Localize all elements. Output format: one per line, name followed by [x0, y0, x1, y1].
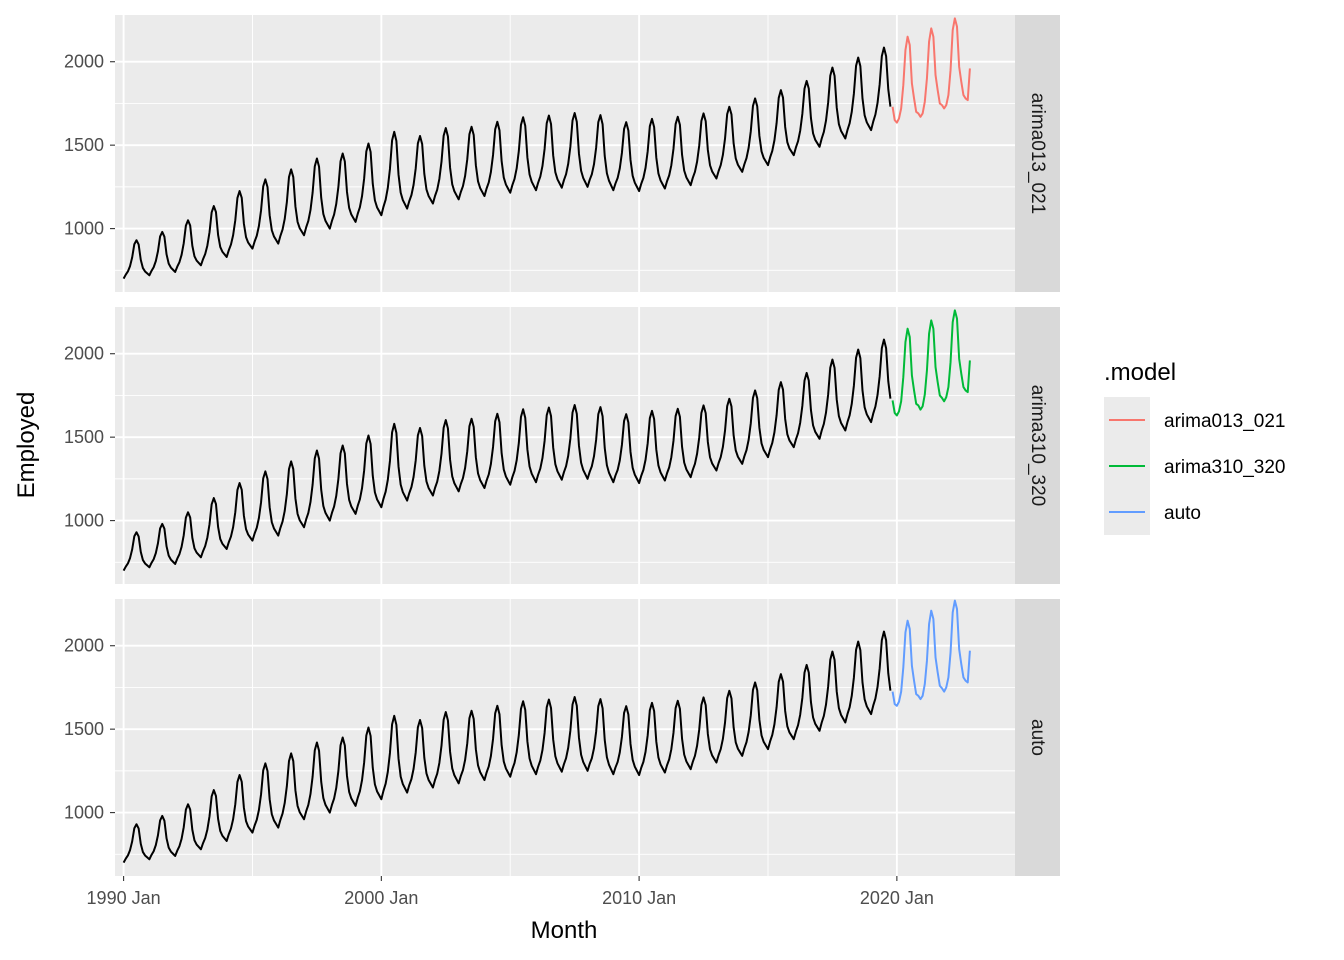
x-tick-label: 2020 Jan [860, 888, 934, 908]
y-tick-label: 1500 [64, 135, 104, 155]
forecast-series-line [891, 309, 971, 417]
facet-panel: 1000 1500 2000 arima013_021 [64, 15, 1060, 292]
y-tick-label: 2000 [64, 636, 104, 656]
x-tick-label: 2000 Jan [344, 888, 418, 908]
y-tick-label: 1500 [64, 427, 104, 447]
panel-background [115, 15, 1015, 292]
y-tick-label: 2000 [64, 52, 104, 72]
x-axis: 1990 Jan 2000 Jan 2010 Jan 2020 Jan [87, 876, 934, 908]
legend-entry-label: auto [1164, 503, 1201, 524]
x-tick-label: 1990 Jan [87, 888, 161, 908]
facet-strip-label: arima310_320 [1027, 385, 1048, 506]
facet-strip-label: arima013_021 [1027, 93, 1048, 214]
history-series-line [122, 46, 892, 280]
x-tick-label: 2010 Jan [602, 888, 676, 908]
facet-strip [1015, 307, 1060, 584]
facet-strip-label: auto [1027, 719, 1048, 756]
forecast-series-line [891, 17, 971, 124]
history-series-line [122, 630, 892, 864]
x-axis-title: Month [531, 917, 598, 944]
y-axis-title: Employed [13, 392, 40, 499]
y-tick-label: 1000 [64, 803, 104, 823]
panel-background [115, 599, 1015, 876]
facet-panel: 1000 1500 2000 arima310_320 [64, 307, 1060, 584]
y-tick-label: 2000 [64, 344, 104, 364]
facet-strip [1015, 599, 1060, 876]
facet-strip [1015, 15, 1060, 292]
y-tick-label: 1000 [64, 511, 104, 531]
panel-background [115, 307, 1015, 584]
legend-title: .model [1104, 359, 1176, 386]
forecast-series-line [891, 599, 971, 707]
y-tick-label: 1000 [64, 219, 104, 239]
y-tick-label: 1500 [64, 719, 104, 739]
legend-entry-label: arima310_320 [1164, 457, 1285, 478]
facet-panels: 1000 1500 2000 arima013_021 1000 1500 2000 arim… [64, 15, 1060, 876]
legend-entry-label: arima013_021 [1164, 411, 1285, 432]
facet-panel: 1000 1500 2000 auto [64, 599, 1060, 876]
history-series-line [122, 338, 892, 572]
